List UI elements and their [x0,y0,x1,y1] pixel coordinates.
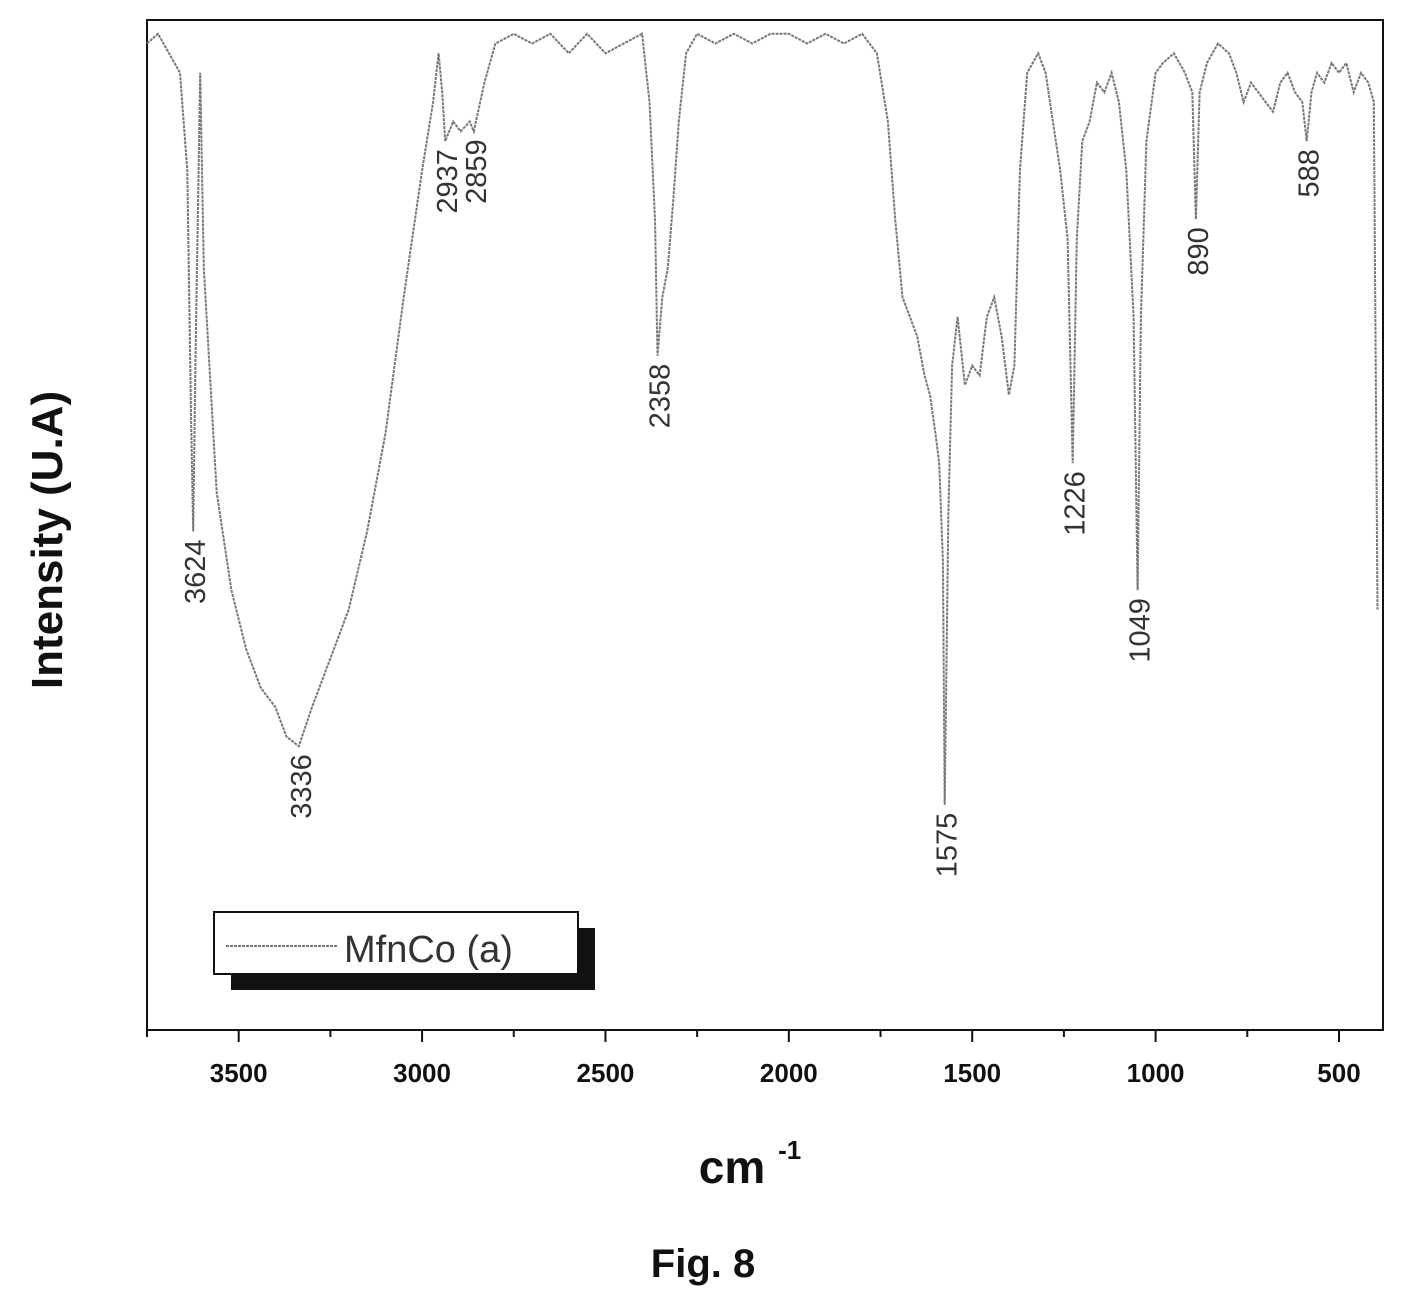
x-axis-ticks: 3500 3000 2500 2000 1500 1000 500 [146,1030,1361,1088]
peak-label-1226: 1226 [1060,471,1092,536]
peak-label-3336: 3336 [286,754,318,819]
x-tick-label: 3500 [210,1058,268,1088]
plot-area-frame [146,19,1384,1031]
legend: MfnCo (a) [213,911,595,990]
peak-label-3624: 3624 [180,540,212,605]
x-axis-title-superscript: -1 [778,1135,801,1165]
legend-box [213,911,579,975]
x-tick-label: 2500 [577,1058,635,1088]
peak-label-2358: 2358 [645,364,677,429]
peak-label-588: 588 [1294,149,1326,197]
x-axis-title: cm -1 [699,1135,801,1193]
peak-label-890: 890 [1183,227,1215,275]
x-tick-label: 3000 [393,1058,451,1088]
x-tick-label: 1000 [1127,1058,1185,1088]
legend-label: MfnCo (a) [344,929,513,971]
x-tick-label: 1500 [943,1058,1001,1088]
peak-label-2859: 2859 [461,139,493,204]
y-axis-title: Intensity (U.A) [23,391,72,689]
x-tick-label: 500 [1317,1058,1360,1088]
peak-label-1575: 1575 [932,813,964,878]
x-tick-label: 2000 [760,1058,818,1088]
spectrum-line-mfnco-a [146,32,1379,805]
figure-caption: Fig. 8 [650,1242,756,1286]
spectrum-curve-layer [146,32,1379,805]
peak-label-1049: 1049 [1125,598,1157,663]
x-axis-title-base: cm [699,1141,765,1193]
peak-label-2937: 2937 [432,149,464,214]
